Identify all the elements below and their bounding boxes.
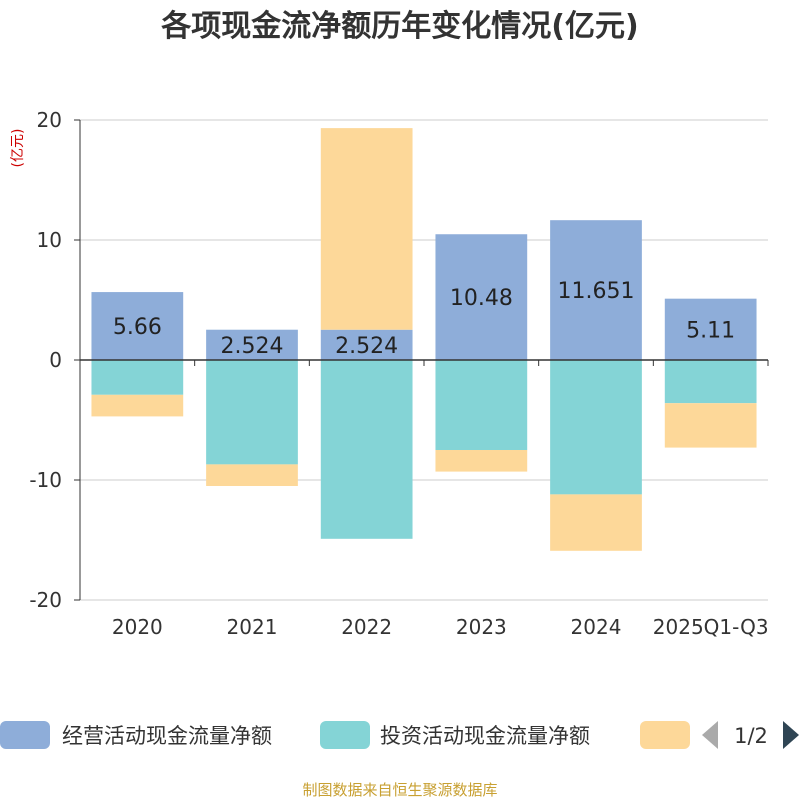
- y-tick-label: 0: [49, 348, 62, 372]
- axes: 20 10 0 -10 -20 2020 2021 2022 2023 2024 2025Q1-Q3: [29, 108, 768, 639]
- bar-series-3: [664, 403, 757, 448]
- bar-series-3: [550, 494, 642, 551]
- y-tick-label: 10: [37, 228, 62, 252]
- x-tick-label: 2021: [227, 615, 278, 639]
- x-tick-label: 2020: [112, 615, 163, 639]
- bar-series-3: [320, 128, 413, 330]
- bar-series-2: [320, 360, 413, 539]
- legend-swatch-1[interactable]: [0, 721, 50, 749]
- bar-series-1: [91, 292, 184, 360]
- bar-value-label: 5.66: [113, 315, 162, 340]
- bar-value-label: 11.651: [558, 279, 635, 304]
- y-tick-label: 20: [37, 108, 62, 132]
- x-tick-label: 2024: [571, 615, 622, 639]
- bar-series-2: [664, 360, 757, 404]
- legend-swatch-2[interactable]: [320, 721, 370, 749]
- bar-value-label: 10.48: [450, 286, 513, 311]
- data-labels: 5.66 2.524 2.524 10.48 11.651 5.11: [113, 279, 735, 359]
- bar-series-2: [206, 360, 298, 465]
- bar-value-label: 2.524: [335, 334, 398, 359]
- bar-series-2: [550, 360, 642, 495]
- legend-label-1[interactable]: 经营活动现金流量净额: [62, 724, 272, 748]
- legend-swatch-3[interactable]: [640, 721, 690, 749]
- bars: [91, 128, 757, 551]
- bar-series-2: [91, 360, 184, 395]
- bar-series-3: [206, 464, 298, 486]
- x-tick-label: 2023: [456, 615, 507, 639]
- bar-series-1: [206, 329, 298, 360]
- bar-series-3: [91, 394, 184, 417]
- chart-title: 各项现金流净额历年变化情况(亿元): [160, 9, 638, 44]
- legend-prev-page-icon[interactable]: [702, 721, 718, 749]
- bar-series-1: [320, 329, 413, 360]
- bar-series-3: [435, 450, 528, 472]
- bar-series-2: [435, 360, 528, 450]
- legend-page-indicator: 1/2: [734, 724, 768, 748]
- legend: 经营活动现金流量净额 投资活动现金流量净额 1/2: [0, 721, 799, 749]
- y-tick-label: -10: [29, 468, 62, 492]
- y-axis-unit-label: (亿元): [10, 129, 26, 168]
- x-tick-label: 2022: [341, 615, 392, 639]
- legend-label-2[interactable]: 投资活动现金流量净额: [380, 724, 590, 748]
- bar-value-label: 2.524: [221, 334, 284, 359]
- bar-series-1: [664, 298, 757, 360]
- bar-series-1: [435, 234, 528, 360]
- legend-next-page-icon[interactable]: [783, 721, 799, 749]
- bar-series-1: [550, 220, 642, 360]
- grid-lines: [80, 119, 768, 601]
- x-tick-label: 2025Q1-Q3: [653, 615, 769, 639]
- y-tick-label: -20: [29, 588, 62, 612]
- source-note: 制图数据来自恒生聚源数据库: [302, 781, 497, 799]
- bar-value-label: 5.11: [686, 318, 735, 343]
